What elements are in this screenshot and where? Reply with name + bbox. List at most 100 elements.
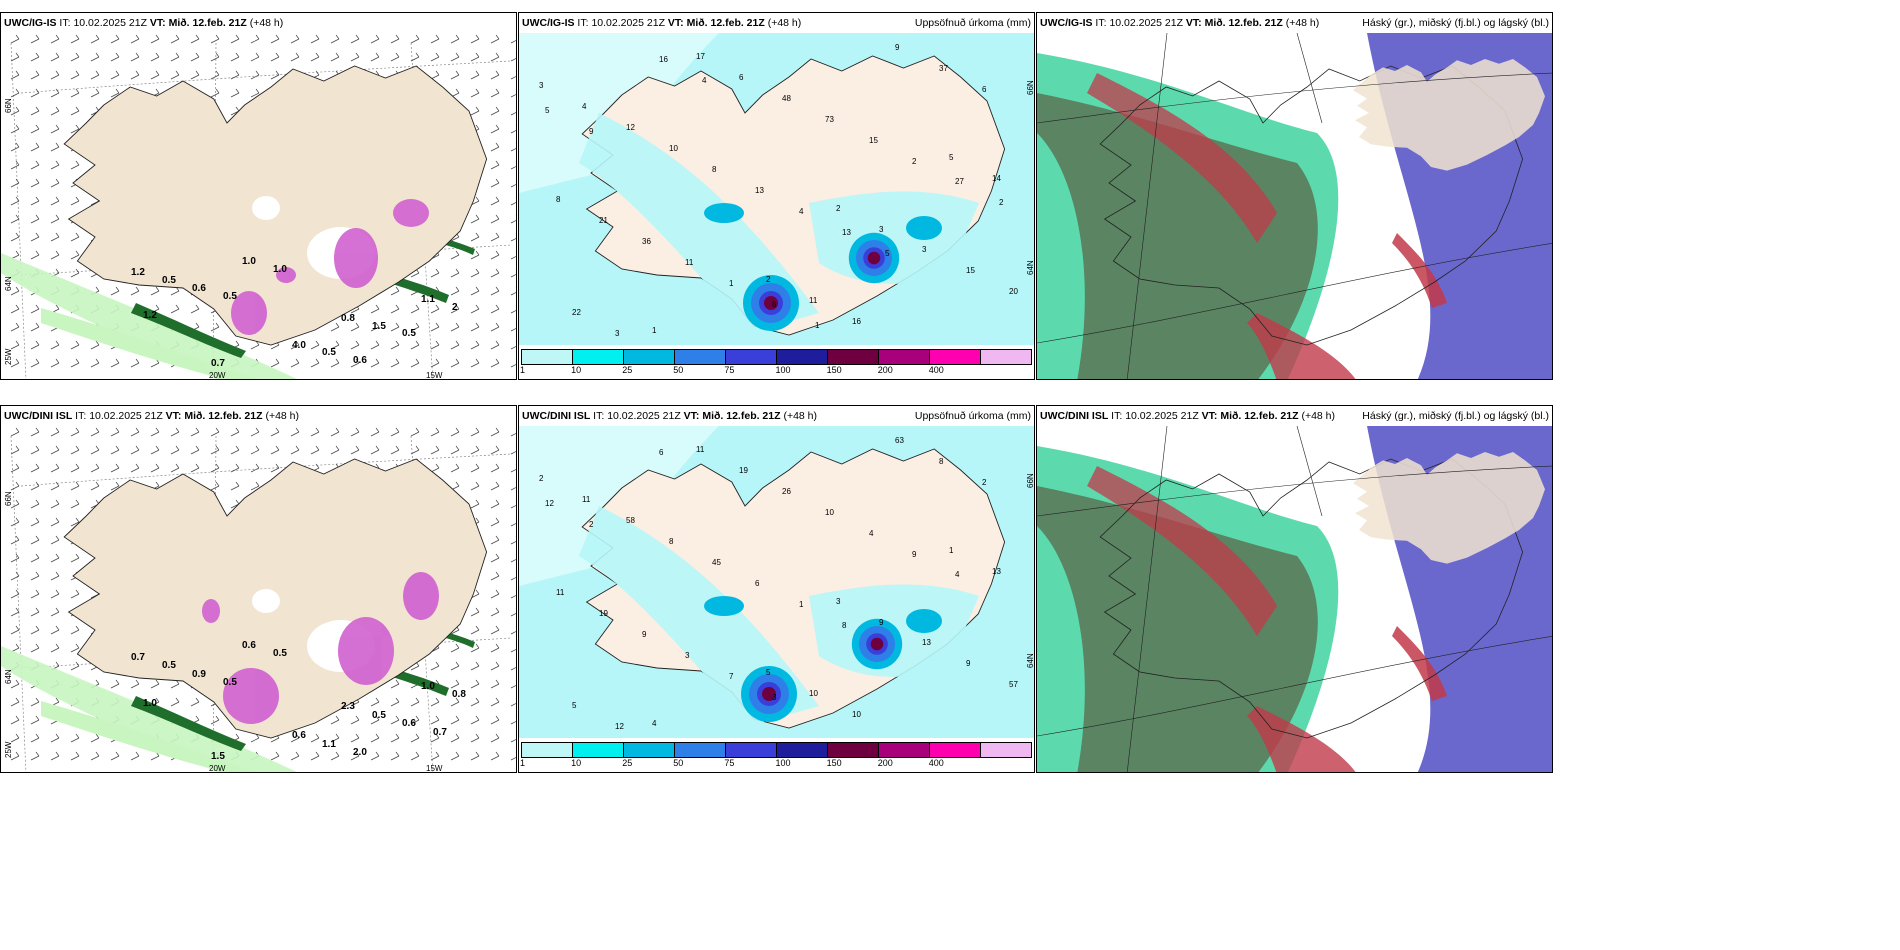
model-name: UWC/IG-IS <box>4 17 57 29</box>
legend-label: 10 <box>571 758 582 768</box>
wind-barb <box>250 427 260 437</box>
panel-header: UWC/DINI ISL IT: 10.02.2025 21Z VT: Mið.… <box>519 406 1034 426</box>
wind-barb <box>430 445 440 455</box>
model-name: UWC/IG-IS <box>522 17 575 29</box>
wind-barb <box>170 70 180 80</box>
high-cloud-red <box>1247 313 1356 379</box>
field-title: Uppsöfnuð úrkoma (mm) <box>914 17 1031 29</box>
wind-barb <box>290 427 300 437</box>
wind-barb <box>110 463 120 473</box>
legend-swatch <box>522 350 573 364</box>
wind-barb <box>150 679 160 689</box>
wind-barb <box>30 751 40 761</box>
wind-barb <box>90 463 100 473</box>
legend-swatch <box>624 743 675 757</box>
field-title: Uppsöfnuð úrkoma (mm) <box>914 410 1031 422</box>
wind-barb <box>250 70 260 80</box>
wind-barb <box>130 52 140 62</box>
wind-barb <box>390 679 400 689</box>
wind-barb <box>350 427 360 437</box>
wind-barb <box>110 445 120 455</box>
high-cloud-red <box>1087 73 1277 243</box>
precip-blob <box>338 617 394 685</box>
value-label: 22 <box>572 308 581 317</box>
wind-barb <box>10 286 20 296</box>
legend-label: 200 <box>877 758 893 768</box>
wind-barb <box>30 304 40 314</box>
value-label: 12 <box>545 499 554 508</box>
wind-barb <box>490 214 500 224</box>
value-label: 15 <box>966 266 975 275</box>
value-label: 1.1 <box>421 294 435 305</box>
precip-blobs <box>231 199 429 335</box>
wind-barb <box>70 481 80 491</box>
wind-barb <box>250 52 260 62</box>
panel-header: UWC/IG-IS IT: 10.02.2025 21Z VT: Mið. 12… <box>519 13 1034 33</box>
value-label: 4 <box>869 529 874 538</box>
issue-time: 10.02.2025 21Z <box>1109 17 1183 29</box>
value-label: 6 <box>982 85 987 94</box>
wind-barb <box>110 427 120 437</box>
value-label: 12 <box>626 123 635 132</box>
wind-barb <box>130 286 140 296</box>
wind-barb <box>290 733 300 743</box>
wind-barb <box>110 34 120 44</box>
value-label: 1 <box>652 326 657 335</box>
value-label: 4 <box>799 207 804 216</box>
wind-barb <box>10 715 20 725</box>
wind-barb <box>250 481 260 491</box>
legend-swatch <box>573 350 624 364</box>
wind-barb <box>70 160 80 170</box>
value-label: 1.5 <box>211 751 225 762</box>
wind-barb <box>450 463 460 473</box>
wind-barb <box>150 286 160 296</box>
wind-barb <box>210 34 220 44</box>
wind-barb <box>450 304 460 314</box>
legend-swatch <box>522 743 573 757</box>
value-label: 1 <box>729 279 734 288</box>
wind-barb <box>50 643 60 653</box>
wind-barb <box>30 70 40 80</box>
model-name: UWC/IG-IS <box>1040 17 1093 29</box>
value-label: 11 <box>582 495 591 504</box>
wind-barb <box>390 445 400 455</box>
model-name: UWC/DINI ISL <box>1040 410 1109 422</box>
wind-barb <box>230 463 240 473</box>
map-canvas <box>519 33 1034 379</box>
value-label: 57 <box>1009 680 1018 689</box>
wind-barb <box>290 34 300 44</box>
wind-barb <box>290 358 300 368</box>
high-cloud-red <box>1392 233 1447 308</box>
value-label: 0.9 <box>192 669 206 680</box>
value-label: 19 <box>599 609 608 618</box>
wind-barb <box>10 322 20 332</box>
vt-label: VT: <box>165 410 182 422</box>
wind-fill-dark <box>131 696 246 751</box>
value-label: 1 <box>799 600 804 609</box>
wind-barb <box>410 304 420 314</box>
wind-barb <box>310 52 320 62</box>
wind-fill-light <box>41 308 256 379</box>
value-label: 11 <box>809 296 818 305</box>
legend-label: 50 <box>673 365 684 375</box>
wind-barb <box>30 214 40 224</box>
map-canvas <box>1 427 516 772</box>
it-label: IT: <box>59 17 71 29</box>
wind-barb <box>210 715 220 725</box>
wind-barb <box>50 751 60 761</box>
wind-barb <box>70 427 80 437</box>
it-label: IT: <box>1111 410 1123 422</box>
wind-barb <box>470 232 480 242</box>
wind-barb <box>270 427 280 437</box>
map-canvas <box>1 34 516 379</box>
wind-barb <box>450 697 460 707</box>
wind-barb <box>10 553 20 563</box>
wind-barb <box>470 481 480 491</box>
wind-barb <box>510 608 516 617</box>
wind-barb <box>510 161 516 170</box>
precip-core <box>906 609 942 633</box>
value-label: 8 <box>669 537 674 546</box>
legend-swatch <box>675 743 726 757</box>
wind-barb <box>10 607 20 617</box>
wind-barb <box>90 88 100 98</box>
